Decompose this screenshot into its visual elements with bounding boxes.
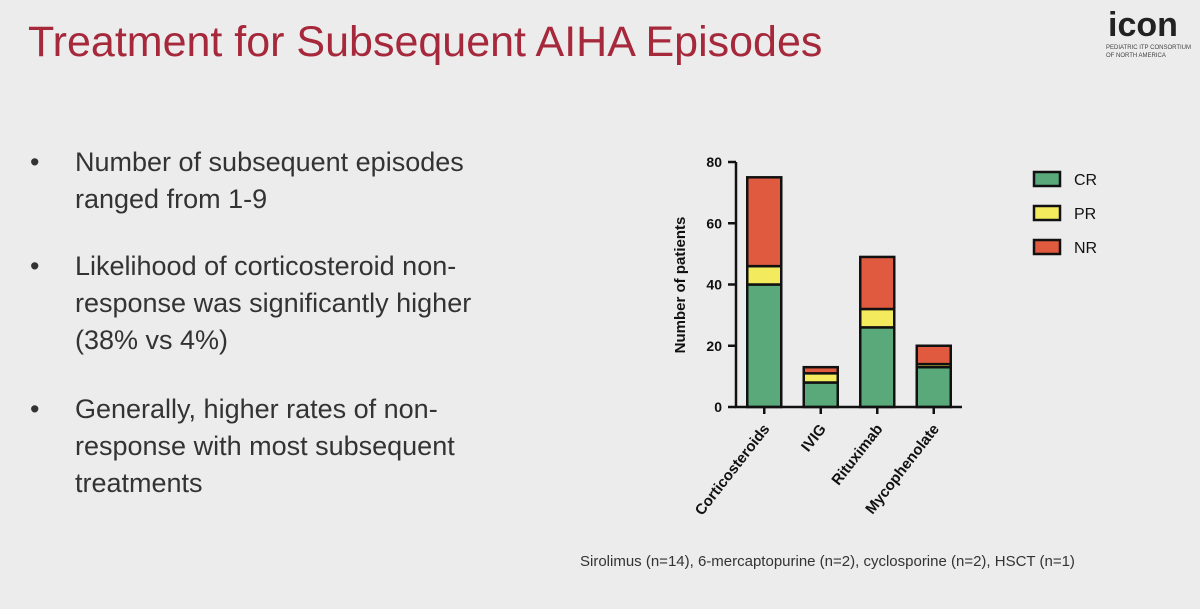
x-tick-label: IVIG [798, 421, 830, 455]
footnote: Sirolimus (n=14), 6-mercaptopurine (n=2)… [580, 553, 1075, 570]
bar-segment [859, 307, 896, 329]
bullet-text: response was significantly higher [75, 288, 472, 318]
logo-name: icon [1108, 6, 1178, 44]
bar-segment [859, 326, 896, 409]
bullet-text: ranged from 1-9 [75, 184, 268, 214]
bullet-dot: • [30, 394, 40, 424]
legend-label: CR [1074, 172, 1097, 189]
legend-swatch [1032, 170, 1062, 188]
bar-segment [746, 264, 783, 286]
legend-swatch [1032, 238, 1062, 256]
bullet-text: Number of subsequent episodes [75, 147, 464, 177]
x-tick-label: Rituximab [828, 421, 886, 489]
bar-segment [746, 283, 783, 409]
logo-line: OF NORTH AMERICA [1106, 53, 1166, 59]
y-tick-label: 40 [706, 277, 722, 293]
bar-segment [802, 372, 839, 384]
x-tick-label: Corticosteroids [692, 421, 774, 519]
bar-segment [859, 255, 896, 311]
bar-segment [802, 365, 839, 375]
bar-segment [746, 176, 783, 268]
bullet-dot: • [30, 251, 40, 281]
bullet-text: response with most subsequent [75, 431, 455, 461]
bullet-text: treatments [75, 468, 203, 498]
legend-label: PR [1074, 206, 1096, 223]
bullet-text: Likelihood of corticosteroid non- [75, 251, 457, 281]
legend-label: NR [1074, 240, 1097, 257]
legend-swatch [1032, 204, 1062, 222]
y-tick-label: 60 [706, 215, 722, 231]
bullet-dot: • [30, 147, 40, 177]
y-tick-label: 80 [706, 154, 722, 170]
bar-segment [802, 381, 839, 409]
bar-segment [915, 344, 952, 366]
y-tick-label: 0 [714, 399, 722, 415]
bullet-text: (38% vs 4%) [75, 325, 229, 355]
slide-title: Treatment for Subsequent AIHA Episodes [28, 18, 823, 66]
y-axis-label: Number of patients [672, 217, 689, 354]
logo-line: PEDIATRIC ITP CONSORTIUM [1106, 45, 1191, 51]
y-tick-label: 20 [706, 338, 722, 354]
bar-segment [915, 365, 952, 409]
bullet-text: Generally, higher rates of non- [75, 394, 438, 424]
